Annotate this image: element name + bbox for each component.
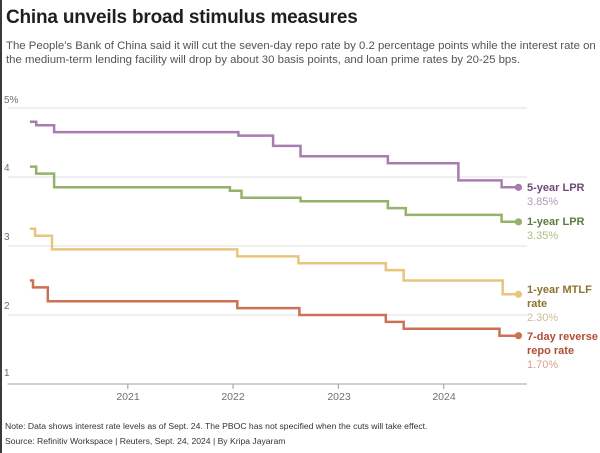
series-end-dot: [514, 183, 523, 191]
footer-source: Source: Refinitiv Workspace | Reuters, S…: [5, 436, 286, 446]
series-end-dot: [514, 290, 523, 298]
legend-label: 5-year LPR: [527, 182, 585, 194]
series-line: [29, 279, 519, 337]
legend-label: 1-year LPR: [527, 216, 585, 228]
series-line: [29, 120, 519, 189]
legend-1-year-mtlf: 1-year MTLF rate 2.30%: [527, 283, 600, 325]
y-tick-label: 4: [4, 163, 10, 174]
legend-label: 7-day reverse: [527, 331, 598, 343]
y-tick-label: 1: [4, 368, 10, 379]
y-tick-label: 2: [4, 301, 10, 312]
legend-value: 3.85%: [527, 196, 559, 208]
x-tick-label: 2024: [432, 391, 456, 403]
legend-label: 1-year MTLF: [527, 284, 592, 296]
page-title: China unveils broad stimulus measures: [6, 7, 358, 28]
x-tick-label: 2021: [116, 391, 140, 403]
legend-label: repo rate: [527, 345, 575, 357]
y-tick-label: 3: [4, 232, 10, 243]
y-tick-label: 5%: [4, 95, 19, 106]
series-line: [29, 165, 519, 224]
x-tick-label: 2023: [327, 391, 351, 403]
series-end-dot: [514, 332, 523, 340]
footer-note: Note: Data shows interest rate levels as…: [5, 421, 428, 431]
legend-value: 1.70%: [527, 359, 559, 371]
series-line: [29, 227, 519, 296]
legend-7-day-repo: 7-day reverse repo rate 1.70%: [527, 330, 600, 372]
legend-1-year-lpr: 1-year LPR 3.35%: [527, 215, 600, 243]
legend-value: 2.30%: [527, 312, 559, 324]
series-end-dot: [514, 218, 523, 226]
legend-5-year-lpr: 5-year LPR 3.85%: [527, 181, 600, 209]
chart-subtitle: The People's Bank of China said it will …: [6, 40, 596, 66]
legend-value: 3.35%: [527, 230, 559, 242]
legend-label: rate: [527, 298, 548, 310]
x-tick-label: 2022: [221, 391, 245, 403]
